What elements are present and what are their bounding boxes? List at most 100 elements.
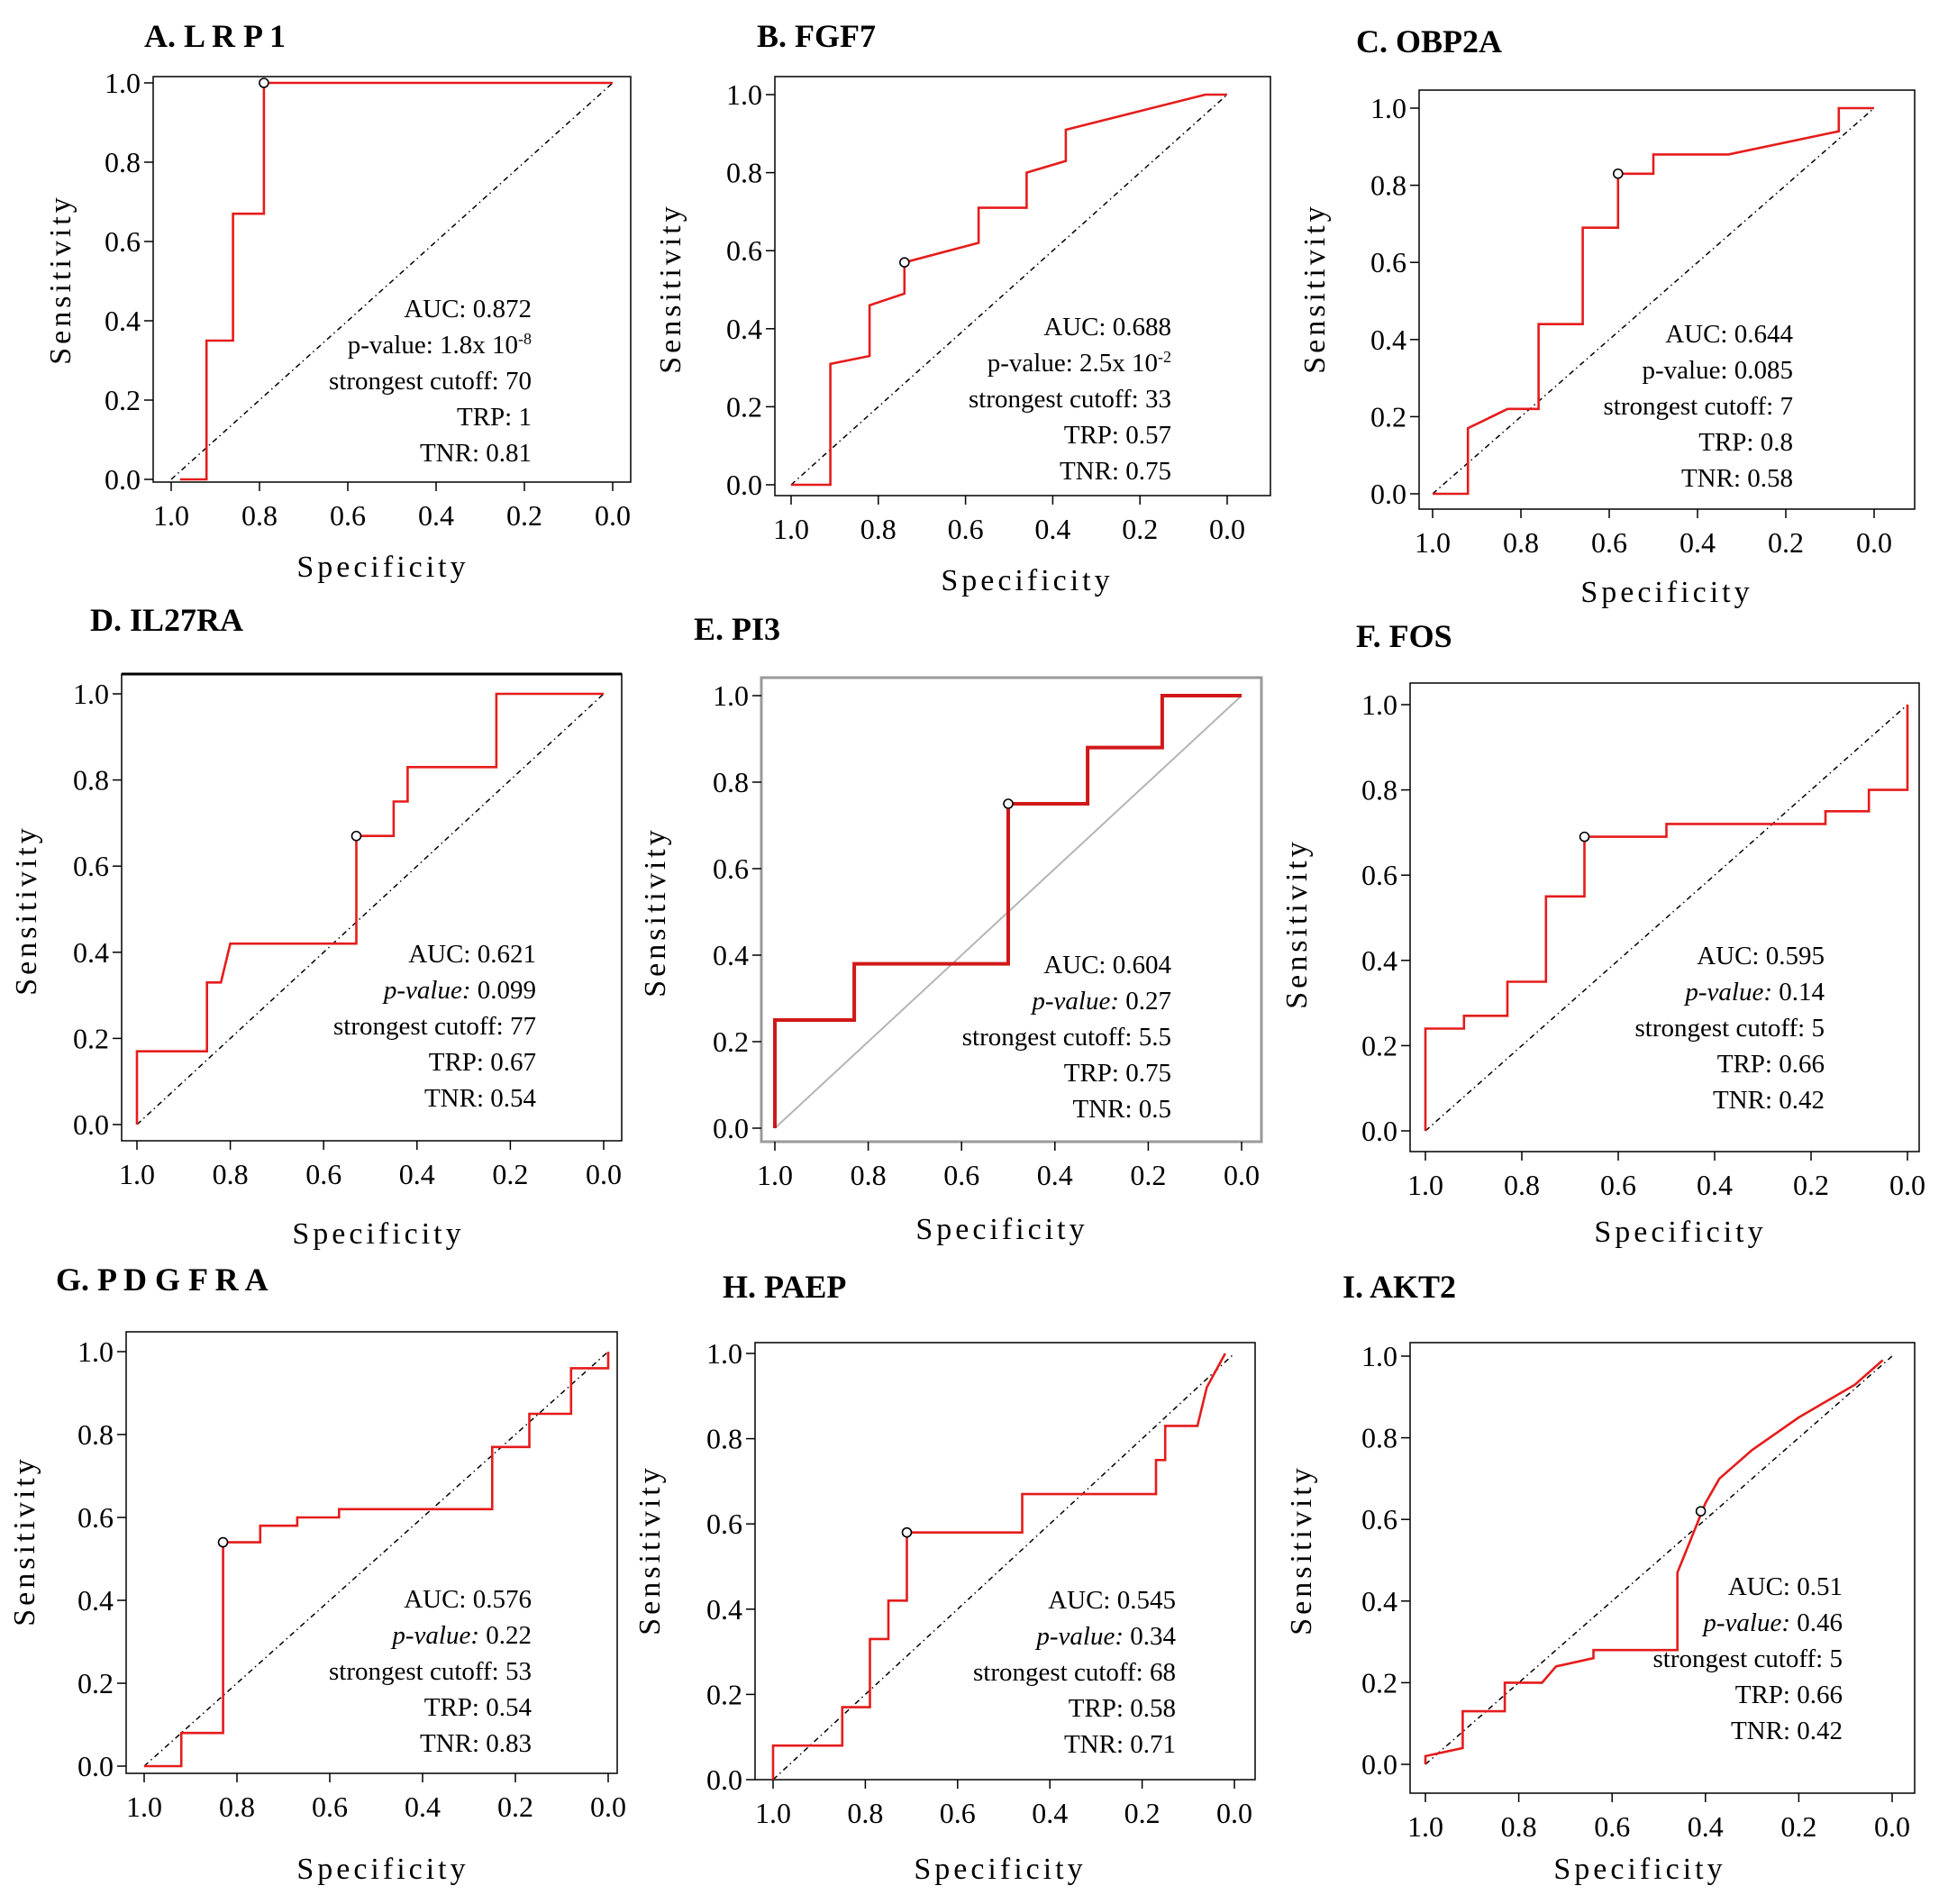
annotation-value: 0.51 <box>1797 1572 1843 1601</box>
plot-frame <box>1409 682 1920 1152</box>
y-tick-label: 0.0 <box>73 1108 109 1141</box>
annotation-label: strongest cutoff: <box>1653 1644 1830 1673</box>
annotation-line: p-value: 0.099 <box>382 976 536 1005</box>
x-tick-label: 0.2 <box>1793 1169 1829 1201</box>
annotation-line: strongest cutoff: 77 <box>333 1012 536 1041</box>
annotation-line: AUC: 0.621 <box>408 940 536 969</box>
x-tick-label: 0.4 <box>1034 513 1070 545</box>
annotation-value: 0.34 <box>1130 1622 1176 1651</box>
annotation-line: strongest cutoff: 70 <box>329 367 532 396</box>
annotation-label: AUC: <box>1728 1572 1798 1601</box>
roc-panel-g: G. P D G F R A 1.0 0.8 0.6 0.4 0.2 0.0 0.0 0.2 0.… <box>8 1262 626 1886</box>
annotation-value: 0.75 <box>1125 457 1171 486</box>
annotation-line: TRP: 0.67 <box>429 1048 536 1077</box>
annotation-line: strongest cutoff: 53 <box>329 1657 532 1686</box>
panel-title: A. L R P 1 <box>144 18 286 54</box>
x-tick-label: 0.2 <box>506 499 542 532</box>
y-axis-label: Sensitivity <box>639 826 672 997</box>
annotation-value: 0.71 <box>1130 1730 1176 1759</box>
annotation-value: 0.42 <box>1797 1717 1843 1745</box>
y-tick-label: 0.6 <box>1361 1503 1397 1535</box>
annotation-line: p-value: 0.27 <box>1030 987 1171 1016</box>
annotation-label: TNR: <box>1681 464 1747 493</box>
annotation-value: 0.621 <box>478 940 536 969</box>
roc-curve <box>179 81 613 481</box>
panel-title: C. OBP2A <box>1356 23 1502 59</box>
y-tick-label: 0.4 <box>706 1593 742 1626</box>
annotation-line: strongest cutoff: 7 <box>1604 392 1794 421</box>
annotation-value: 5.5 <box>1139 1023 1171 1052</box>
y-tick-label: 0.8 <box>77 1418 114 1451</box>
annotation-exponent: -8 <box>518 330 532 348</box>
reference-diagonal <box>1425 1355 1893 1765</box>
annotation-label: strongest cutoff: <box>1604 392 1780 421</box>
cutoff-point <box>1003 798 1014 809</box>
annotation-line: p-value: 1.8x 10-8 <box>348 330 532 360</box>
y-axis-label: Sensitivity <box>44 194 77 364</box>
x-tick-label: 0.4 <box>399 1158 435 1190</box>
x-tick-label: 0.6 <box>1600 1169 1636 1201</box>
annotation-value: 0.66 <box>1779 1050 1825 1079</box>
x-tick-label: 0.4 <box>1032 1797 1068 1829</box>
annotation-value: 0.58 <box>1747 464 1793 493</box>
y-tick-label: 0.0 <box>726 469 762 501</box>
annotation-line: TNR: 0.58 <box>1681 464 1793 493</box>
y-tick-label: 1.0 <box>105 67 141 99</box>
x-tick-label: 1.0 <box>153 499 189 532</box>
reference-diagonal <box>136 693 605 1125</box>
y-tick-label: 1.0 <box>706 1337 742 1370</box>
annotation-line: strongest cutoff: 68 <box>973 1658 1176 1687</box>
annotation-line: p-value: 0.14 <box>1683 978 1825 1007</box>
cutoff-point <box>1695 1506 1707 1517</box>
annotation-label: TNR: <box>1731 1717 1797 1745</box>
annotation-label: TRP: <box>1069 1694 1131 1723</box>
annotation-value: 0.545 <box>1117 1586 1176 1615</box>
y-tick-label: 0.6 <box>77 1501 114 1534</box>
annotation-label: strongest cutoff: <box>1635 1014 1812 1043</box>
y-tick-label: 0.8 <box>105 146 141 178</box>
annotation-value: 0.604 <box>1113 951 1172 979</box>
x-tick-label: 0.8 <box>1501 1810 1537 1843</box>
annotation-value: 0.42 <box>1779 1086 1825 1115</box>
annotation-label: AUC: <box>1043 951 1113 979</box>
y-tick-label: 1.0 <box>1361 1340 1397 1372</box>
y-axis-label: Sensitivity <box>1298 203 1332 373</box>
annotation-line: p-value: 0.085 <box>1642 356 1793 385</box>
annotation-value: 2.5x 10 <box>1079 349 1158 378</box>
y-tick-label: 0.8 <box>713 766 749 798</box>
panel-title: D. IL27RA <box>90 602 243 638</box>
x-tick-label: 0.4 <box>418 499 454 532</box>
y-tick-label: 0.6 <box>1370 246 1406 278</box>
annotation-value: 0.67 <box>490 1048 536 1077</box>
annotation-value: 0.14 <box>1779 978 1825 1007</box>
annotation-line: AUC: 0.545 <box>1048 1586 1176 1615</box>
x-tick-label: 0.8 <box>1503 526 1539 559</box>
x-tick-label: 0.2 <box>1130 1159 1166 1191</box>
plot-frame <box>121 673 623 1142</box>
annotation-label: AUC: <box>408 940 478 969</box>
annotation-value: 0.66 <box>1797 1681 1843 1709</box>
annotation-value: 0.58 <box>1130 1694 1176 1723</box>
x-tick-label: 0.0 <box>1224 1159 1260 1191</box>
annotation-line: strongest cutoff: 5 <box>1635 1014 1825 1043</box>
cutoff-point <box>350 830 362 842</box>
plot-frame <box>754 1342 1256 1781</box>
annotation-label: p-value: <box>382 976 478 1005</box>
plot-frame <box>125 1331 618 1774</box>
x-tick-label: 1.0 <box>1407 1169 1443 1201</box>
y-tick-label: 0.8 <box>1370 169 1406 202</box>
annotation-line: TNR: 0.83 <box>420 1729 532 1758</box>
annotation-value: 7 <box>1780 392 1794 421</box>
reference-diagonal <box>1425 704 1908 1132</box>
annotation-line: AUC: 0.688 <box>1043 313 1171 342</box>
annotation-label: p-value: <box>348 331 440 360</box>
annotation-line: TNR: 0.42 <box>1731 1717 1843 1745</box>
x-tick-label: 0.6 <box>940 1797 976 1829</box>
x-tick-label: 0.8 <box>1504 1169 1540 1201</box>
annotation-label: p-value: <box>1701 1608 1797 1637</box>
annotation-line: p-value: 0.34 <box>1034 1622 1176 1651</box>
x-tick-label: 0.2 <box>497 1790 533 1823</box>
x-tick-label: 0.6 <box>1594 1810 1630 1843</box>
annotation-line: AUC: 0.595 <box>1697 942 1825 970</box>
